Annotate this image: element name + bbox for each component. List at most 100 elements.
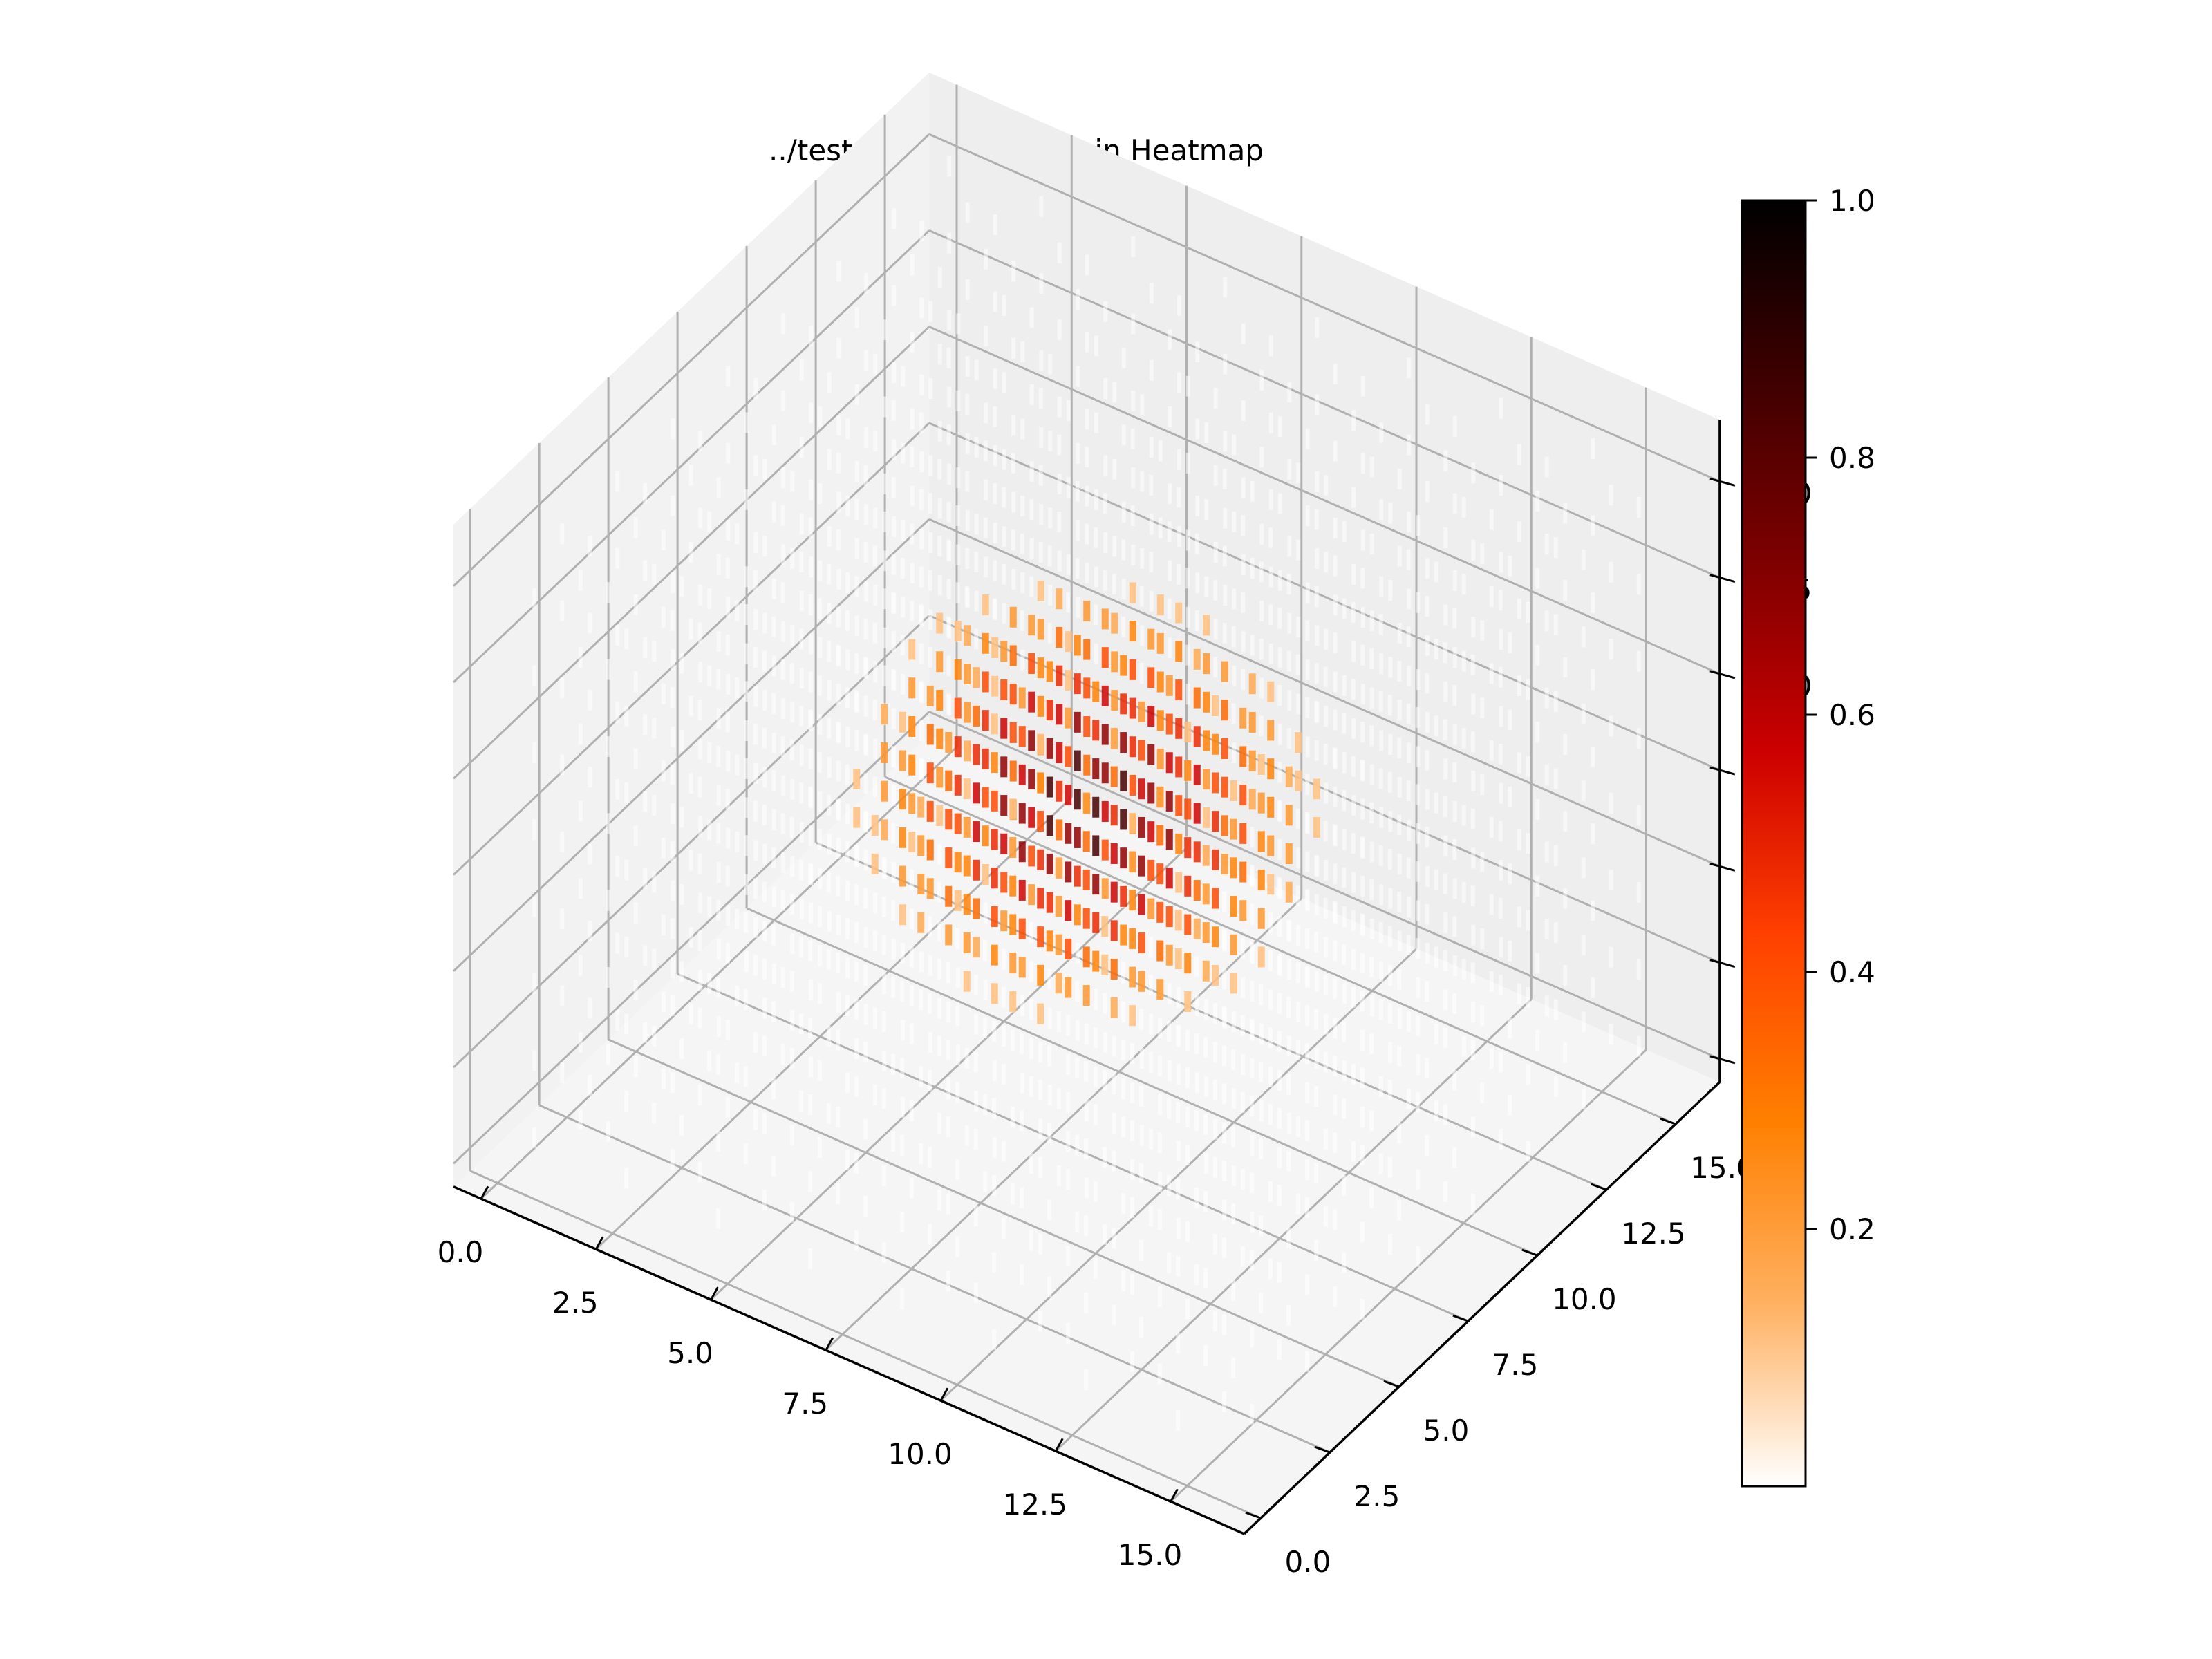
background-voxel [882, 319, 887, 341]
sphere-voxel [908, 754, 916, 776]
background-voxel [780, 813, 785, 834]
y-tick-label: 0.0 [1285, 1545, 1331, 1579]
background-voxel [1250, 980, 1255, 1002]
sphere-voxel [1203, 730, 1210, 751]
background-voxel [671, 880, 675, 901]
background-voxel [578, 800, 583, 822]
sphere-voxel [1202, 883, 1210, 905]
background-voxel [1168, 406, 1172, 427]
sphere-voxel [1193, 687, 1201, 709]
background-voxel [698, 584, 703, 606]
background-voxel [1287, 382, 1292, 403]
background-voxel [1002, 948, 1006, 970]
background-voxel [1185, 684, 1190, 705]
sphere-voxel [1101, 685, 1109, 706]
background-voxel [780, 659, 785, 680]
background-voxel [578, 724, 583, 745]
sphere-voxel [1239, 823, 1247, 844]
sphere-voxel [1000, 795, 1008, 816]
background-voxel [947, 310, 952, 331]
sphere-voxel [1212, 772, 1219, 794]
background-voxel [1591, 438, 1595, 460]
background-voxel [1461, 574, 1466, 595]
background-voxel [735, 985, 740, 1006]
background-voxel [1185, 1107, 1190, 1128]
background-voxel [1314, 1239, 1319, 1261]
background-voxel [532, 973, 537, 994]
background-voxel [1048, 584, 1053, 606]
background-voxel [1039, 427, 1044, 448]
background-voxel [891, 977, 896, 998]
sphere-voxel [1092, 835, 1100, 856]
background-voxel [799, 1090, 804, 1112]
background-voxel [1314, 1163, 1319, 1184]
background-voxel [1333, 517, 1338, 538]
background-voxel [854, 1076, 859, 1097]
sphere-voxel [1147, 706, 1155, 727]
sphere-voxel [1018, 687, 1026, 709]
background-voxel [1480, 774, 1485, 796]
background-voxel [1259, 1138, 1264, 1160]
background-voxel [1029, 921, 1033, 943]
background-voxel [1075, 943, 1080, 964]
background-voxel [937, 881, 941, 903]
background-voxel [1489, 663, 1494, 684]
background-voxel [1047, 1045, 1052, 1067]
background-voxel [799, 436, 804, 458]
sphere-voxel [1221, 815, 1228, 836]
background-voxel [1277, 1070, 1282, 1091]
background-voxel [1508, 940, 1512, 962]
background-voxel [1167, 521, 1172, 543]
background-voxel [707, 1050, 712, 1071]
background-voxel [928, 1069, 932, 1091]
background-voxel [1039, 273, 1044, 294]
background-voxel [1121, 1116, 1125, 1138]
background-voxel [1342, 675, 1347, 696]
background-voxel [1277, 838, 1282, 860]
background-voxel [910, 409, 915, 430]
background-voxel [1434, 715, 1438, 737]
background-voxel [901, 673, 906, 695]
background-voxel [1223, 276, 1228, 298]
background-voxel [919, 566, 924, 588]
background-voxel [1048, 431, 1053, 452]
sphere-voxel [1267, 720, 1275, 741]
background-voxel [993, 483, 997, 505]
background-voxel [919, 1143, 924, 1164]
background-voxel [946, 579, 951, 600]
sphere-voxel [917, 912, 925, 933]
background-voxel [1443, 450, 1448, 471]
background-voxel [789, 1047, 794, 1069]
background-voxel [1149, 283, 1154, 304]
background-voxel [1425, 943, 1430, 964]
background-voxel [1434, 1023, 1438, 1044]
sphere-voxel [1009, 684, 1017, 705]
background-voxel [864, 272, 869, 294]
sphere-voxel [1074, 789, 1081, 810]
background-voxel [1241, 631, 1246, 653]
background-voxel [790, 547, 795, 569]
sphere-voxel [1000, 641, 1008, 662]
background-voxel [1076, 366, 1080, 387]
background-voxel [1379, 576, 1384, 597]
background-voxel [1461, 881, 1466, 903]
sphere-voxel [1248, 673, 1256, 695]
background-voxel [1387, 1156, 1392, 1178]
sphere-voxel [1056, 742, 1063, 764]
background-voxel [1213, 579, 1218, 601]
background-voxel [983, 517, 988, 538]
background-voxel [1609, 870, 1613, 891]
background-voxel [606, 967, 610, 988]
background-voxel [725, 1096, 730, 1118]
background-voxel [1305, 620, 1310, 641]
z-tick [1709, 574, 1736, 583]
sphere-voxel [1028, 691, 1035, 713]
background-voxel [1553, 1076, 1558, 1098]
background-voxel [1002, 294, 1006, 316]
background-voxel [881, 1165, 886, 1186]
sphere-voxel [1037, 849, 1044, 870]
sphere-voxel [1092, 874, 1100, 895]
background-voxel [1443, 1181, 1447, 1203]
background-voxel [827, 718, 832, 739]
background-voxel [1047, 968, 1052, 990]
